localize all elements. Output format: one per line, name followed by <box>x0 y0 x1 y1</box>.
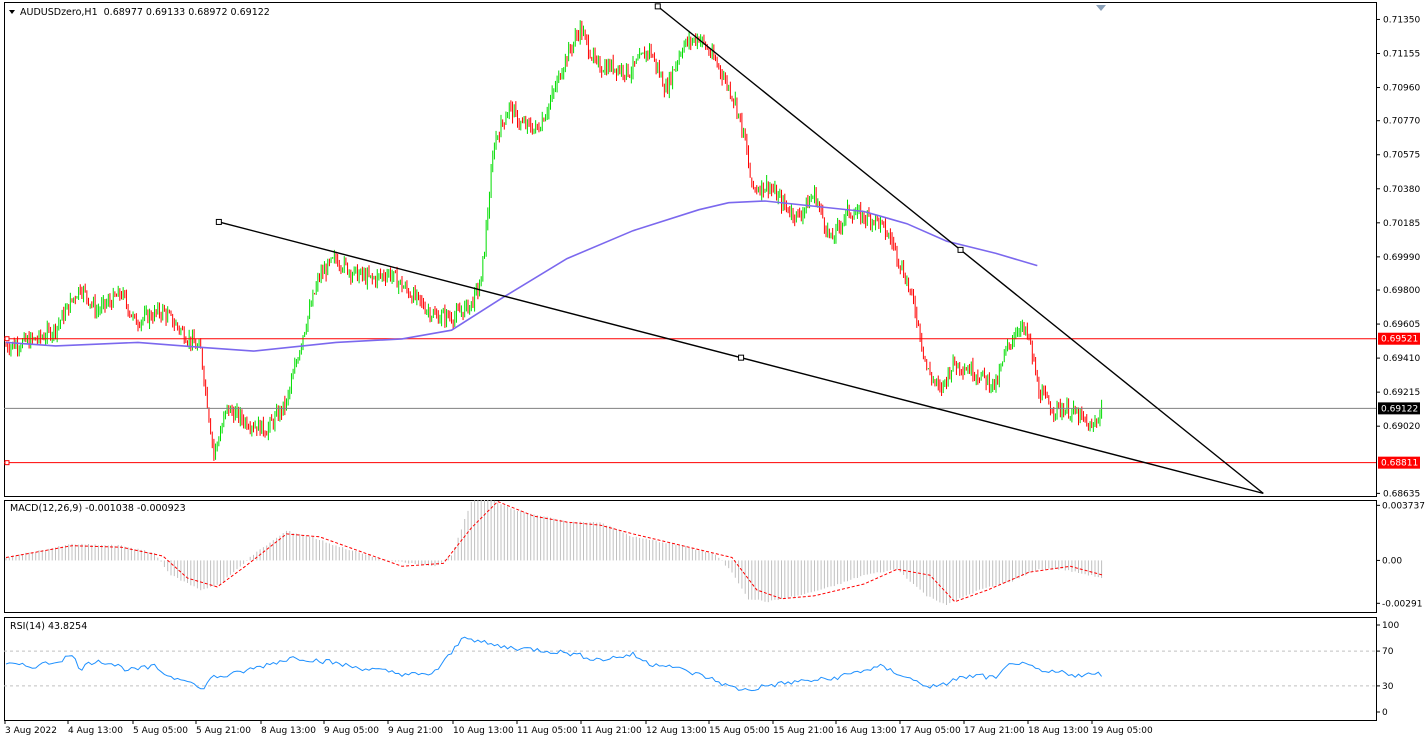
price-tick-label: 0.69990 <box>1383 253 1420 263</box>
trendline-anchor-handle[interactable] <box>957 246 964 253</box>
price-tick-label: 0.69800 <box>1383 286 1420 296</box>
rsi-tick-label: 0 <box>1382 708 1388 718</box>
rsi-panel[interactable] <box>4 617 1377 721</box>
time-tick-label: 12 Aug 13:00 <box>646 726 707 736</box>
dropdown-triangle-icon[interactable] <box>9 10 15 14</box>
price-tick-label: 0.68635 <box>1383 489 1420 499</box>
price-tick-label: 0.70770 <box>1383 117 1420 127</box>
price-tag <box>1378 332 1420 345</box>
macd-tick-label: 0.00 <box>1382 556 1402 566</box>
price-tick-label: 0.69020 <box>1383 422 1420 432</box>
rsi-tick-label: 30 <box>1382 682 1394 692</box>
time-tick-label: 18 Aug 13:00 <box>1028 726 1089 736</box>
time-tick-label: 10 Aug 13:00 <box>453 726 514 736</box>
price-tag-label: 0.69122 <box>1381 404 1418 414</box>
time-tick-label: 15 Aug 05:00 <box>709 726 770 736</box>
macd-title: MACD(12,26,9) -0.001038 -0.000923 <box>10 503 186 514</box>
time-tick-label: 11 Aug 05:00 <box>517 726 578 736</box>
time-axis: 3 Aug 2022 4 Aug 13:00 5 Aug 05:00 5 Aug 21… <box>4 720 1153 736</box>
rsi-plot <box>4 636 1376 692</box>
moving-average-line <box>5 200 1038 352</box>
level-anchor-handle[interactable] <box>4 460 10 466</box>
rsi-tick-label: 70 <box>1382 647 1394 657</box>
price-tick-label: 0.70575 <box>1383 151 1420 161</box>
symbol-title: AUDUSDzero,H1 0.68977 0.69133 0.68972 0.6… <box>20 7 270 18</box>
price-tick-label: 0.69605 <box>1383 320 1420 330</box>
price-panel[interactable] <box>4 2 1377 497</box>
time-tick-label: 3 Aug 2022 <box>5 726 57 736</box>
macd-axis: 0.003737 0.00 -0.00291 <box>1376 501 1425 609</box>
time-tick-label: 19 Aug 05:00 <box>1092 726 1153 736</box>
trendline-anchor-handle[interactable] <box>738 354 745 361</box>
chart-shift-marker-icon[interactable] <box>1096 5 1106 11</box>
time-tick-label: 8 Aug 13:00 <box>261 726 316 736</box>
price-tick-label: 0.70380 <box>1383 185 1420 195</box>
price-tick-label: 0.69215 <box>1383 388 1420 398</box>
price-tick-label: 0.71155 <box>1383 49 1420 59</box>
time-tick-label: 16 Aug 13:00 <box>836 726 897 736</box>
macd-tick-label: -0.00291 <box>1382 599 1422 609</box>
time-tick-label: 17 Aug 21:00 <box>964 726 1025 736</box>
macd-panel[interactable] <box>4 500 1377 613</box>
time-tick-label: 9 Aug 21:00 <box>388 726 443 736</box>
price-axis: 0.71350 0.71155 0.70960 0.70770 0.70575 0.703… <box>4 15 1420 499</box>
rsi-title: RSI(14) 43.8254 <box>10 621 87 632</box>
price-tick-label: 0.70185 <box>1383 219 1420 229</box>
price-candles <box>5 20 1103 461</box>
time-tick-label: 17 Aug 05:00 <box>900 726 961 736</box>
price-tag <box>1378 402 1420 415</box>
time-tick-label: 4 Aug 13:00 <box>68 726 123 736</box>
time-tick-label: 11 Aug 21:00 <box>581 726 642 736</box>
trendline-anchor-handle[interactable] <box>654 3 661 10</box>
rsi-line <box>5 636 1102 692</box>
price-tag-label: 0.69521 <box>1381 335 1418 345</box>
price-tick-label: 0.71350 <box>1383 15 1420 25</box>
price-tag-label: 0.68811 <box>1381 459 1418 469</box>
ohlc-values: 0.68977 0.69133 0.68972 0.69122 <box>104 7 270 18</box>
level-anchor-handle[interactable] <box>4 336 10 342</box>
macd-signal-line <box>5 500 1104 603</box>
price-tick-label: 0.69410 <box>1383 354 1420 364</box>
time-tick-label: 9 Aug 05:00 <box>324 726 379 736</box>
time-tick-label: 15 Aug 21:00 <box>773 726 834 736</box>
time-tick-label: 5 Aug 05:00 <box>133 726 188 736</box>
trendline-anchor-handle[interactable] <box>215 218 222 225</box>
price-tick-label: 0.70960 <box>1383 84 1420 94</box>
macd-tick-label: 0.003737 <box>1382 501 1425 511</box>
macd-plot <box>5 500 1104 606</box>
price-overlays <box>4 3 1376 495</box>
rsi-tick-label: 100 <box>1382 621 1399 631</box>
price-tag <box>1378 456 1420 469</box>
time-tick-label: 5 Aug 21:00 <box>196 726 251 736</box>
rsi-axis: 100 70 30 0 <box>1376 621 1399 718</box>
